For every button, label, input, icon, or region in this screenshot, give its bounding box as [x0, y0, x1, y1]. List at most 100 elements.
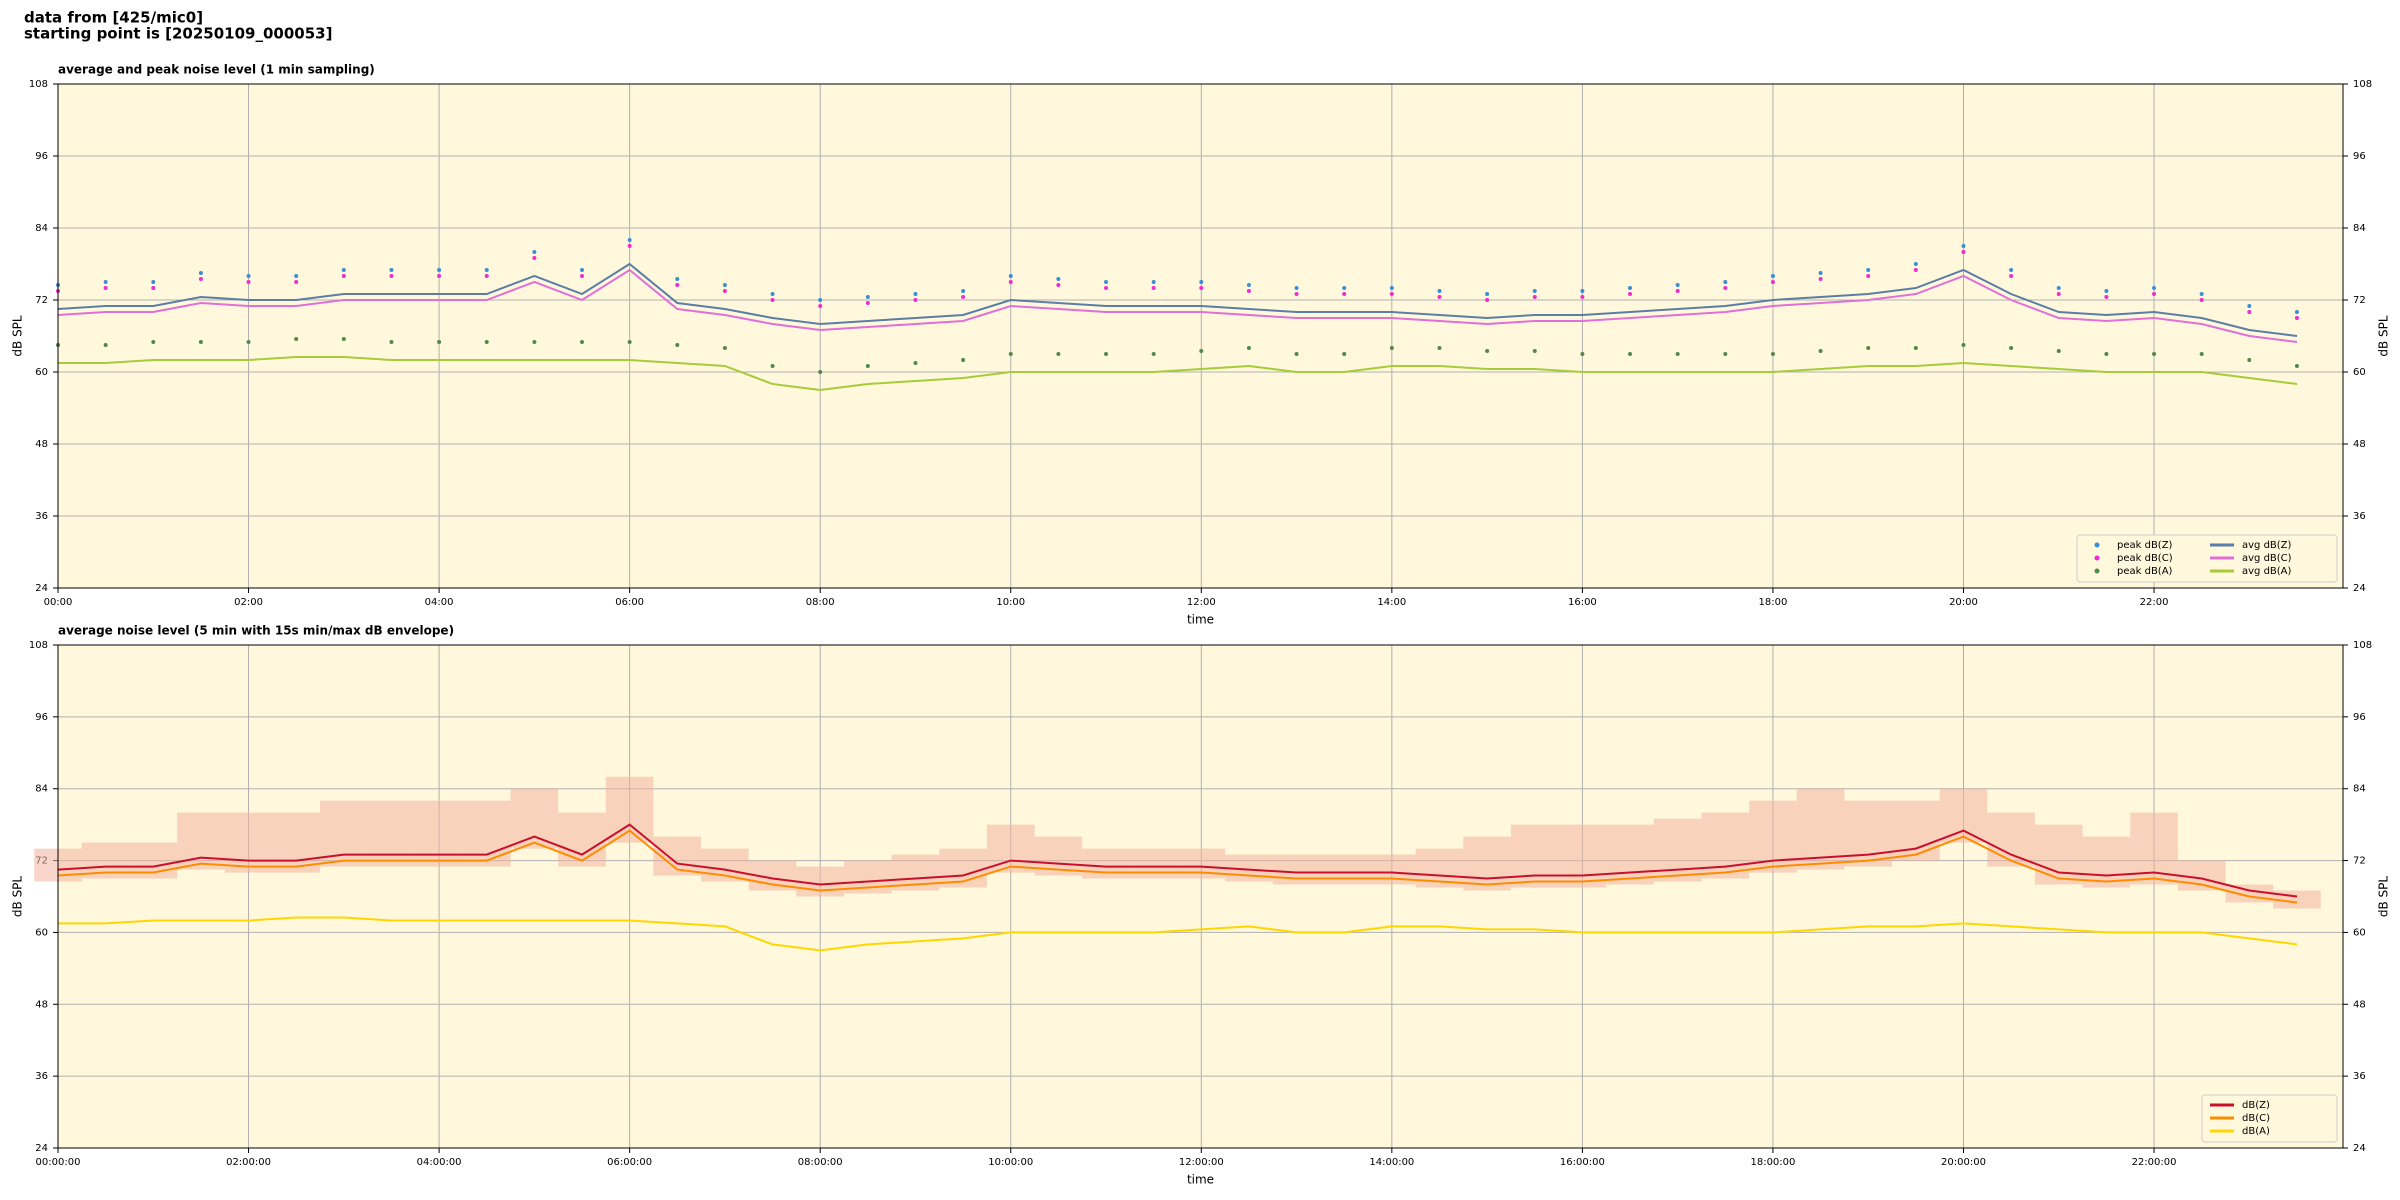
envelope-band: [1129, 848, 1178, 879]
peak-point: [627, 238, 632, 242]
y-tick-label: 24: [35, 1143, 48, 1154]
peak-point: [1056, 283, 1061, 287]
peak-point: [1961, 250, 1966, 254]
envelope-band: [701, 848, 749, 882]
peak-point: [722, 289, 727, 293]
peak-point: [437, 268, 442, 272]
plot-frame: [57, 83, 2344, 589]
peak-point: [1723, 280, 1728, 284]
y-tick-label-right: 84: [2353, 223, 2366, 234]
peak-point: [389, 268, 394, 272]
peak-point: [484, 340, 489, 344]
legend-marker: [2094, 555, 2100, 561]
peak-point: [294, 337, 299, 341]
y-tick-label: 48: [35, 999, 48, 1010]
peak-point: [1770, 274, 1775, 278]
peak-point: [1532, 295, 1537, 299]
peak-point: [151, 286, 156, 290]
legend-label: dB(C): [2242, 1113, 2270, 1124]
peak-point: [2199, 292, 2204, 296]
x-tick-label: 06:00: [615, 597, 644, 608]
peak-point: [1580, 295, 1585, 299]
peak-point: [1818, 277, 1823, 281]
peak-point: [1389, 346, 1394, 350]
legend-label: peak dB(Z): [2117, 540, 2173, 551]
y-axis-label-right: dB SPL: [2377, 876, 2391, 918]
peak-point: [1389, 292, 1394, 296]
peak-point: [151, 340, 156, 344]
envelope-band: [224, 812, 273, 873]
peak-point: [103, 286, 108, 290]
y-tick-label: 48: [35, 439, 48, 450]
peak-point: [2294, 310, 2299, 314]
legend-label: dB(A): [2242, 1126, 2270, 1137]
envelope-band: [1320, 854, 1369, 885]
y-tick-label: 108: [29, 640, 48, 651]
y-tick-label-right: 60: [2353, 367, 2366, 378]
legend-marker: [2094, 542, 2100, 548]
peak-point: [913, 298, 918, 302]
peak-point: [1246, 283, 1251, 287]
y-tick-label-right: 96: [2353, 712, 2366, 723]
envelope-band: [1844, 800, 1893, 867]
x-axis-label: time: [1187, 613, 1214, 627]
series-line: [58, 356, 2298, 392]
y-tick-label: 84: [35, 784, 48, 795]
peak-point: [1151, 280, 1156, 284]
peak-point: [2152, 292, 2157, 296]
peak-point: [627, 244, 632, 248]
peak-point: [2294, 316, 2299, 320]
envelope-band: [510, 788, 559, 849]
x-tick-label: 08:00: [806, 597, 835, 608]
peak-point: [2152, 286, 2157, 290]
peak-point: [341, 337, 346, 341]
legend-box: [2201, 1094, 2338, 1143]
y-tick-label: 108: [29, 79, 48, 90]
x-tick-label: 20:00: [1949, 597, 1978, 608]
peak-point: [294, 280, 299, 284]
series-line: [57, 262, 2298, 337]
peak-point: [770, 292, 775, 296]
peak-point: [532, 256, 537, 260]
envelope-band: [462, 800, 511, 867]
x-tick-label: 12:00:00: [1179, 1157, 1224, 1168]
chart-title: average noise level (5 min with 15s min/…: [58, 624, 454, 638]
envelope-band: [367, 800, 416, 867]
peak-point: [198, 271, 203, 275]
envelope-band: [1463, 836, 1511, 891]
peak-point: [2199, 352, 2204, 356]
peak-point: [1675, 289, 1680, 293]
peak-point: [151, 280, 156, 284]
envelope-band: [1701, 812, 1750, 879]
peak-point: [580, 274, 585, 278]
peak-point: [2056, 286, 2061, 290]
y-tick-label-right: 60: [2353, 927, 2366, 938]
peak-point: [818, 304, 823, 308]
peak-point: [389, 274, 394, 278]
envelope-band: [1653, 818, 1702, 882]
peak-point: [1056, 352, 1061, 356]
y-tick-label-right: 108: [2353, 79, 2372, 90]
peak-point: [2009, 274, 2014, 278]
peak-point: [865, 364, 870, 368]
peak-point: [1532, 289, 1537, 293]
plot-area: [58, 84, 2343, 588]
x-tick-label: 22:00: [2140, 597, 2169, 608]
legend-label: dB(Z): [2242, 1100, 2270, 1111]
envelope-band: [272, 812, 320, 873]
peak-point: [1342, 286, 1347, 290]
y-tick-label: 72: [35, 295, 48, 306]
peak-point: [246, 340, 251, 344]
x-tick-label: 10:00: [996, 597, 1025, 608]
peak-point: [913, 292, 918, 296]
y-tick-label: 84: [35, 223, 48, 234]
peak-point: [1151, 286, 1156, 290]
peak-point: [2009, 268, 2014, 272]
peak-point: [2104, 289, 2109, 293]
envelope-band: [1082, 848, 1130, 879]
y-tick-label-right: 36: [2353, 511, 2366, 522]
peak-point: [1389, 286, 1394, 290]
y-tick-label-right: 24: [2353, 1143, 2366, 1154]
peak-point: [675, 283, 680, 287]
